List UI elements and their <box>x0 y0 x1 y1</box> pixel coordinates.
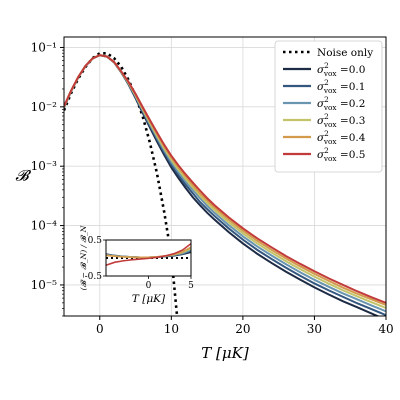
plot-frame <box>63 36 387 317</box>
inset-x-tick-label: 5 <box>188 281 194 291</box>
inset-y-tick-label: -0.5 <box>85 272 103 282</box>
y-tick-label: 10⁻¹ <box>31 40 57 54</box>
x-axis-title: T [μK] <box>201 344 249 362</box>
inset-series-line <box>105 246 192 259</box>
inset-y-tick-label: 0.5 <box>88 236 103 246</box>
legend-label: σ2 vox =0.0 <box>317 61 365 78</box>
legend-box <box>274 40 383 173</box>
y-tick-label: 10⁻⁵ <box>31 278 58 292</box>
main-plot: 0 10 20 30 40 10⁻⁵ 10⁻⁴ 10⁻³ 10⁻² 10⁻¹ T [μK] 𝓑 <box>15 36 394 362</box>
x-tick-label: 30 <box>307 322 322 336</box>
legend-label: σ2 vox =0.2 <box>317 95 365 112</box>
x-tick-label: 40 <box>378 322 393 336</box>
legend-label: σ2 vox =0.1 <box>317 78 365 95</box>
inset-x-tick-label: 0 <box>146 281 152 291</box>
y-tick-label: 10⁻² <box>31 100 58 114</box>
legend-label: Noise only <box>317 47 373 59</box>
y-axis-title: 𝓑 <box>15 167 31 185</box>
inset-x-axis-title: T [μK] <box>132 293 166 305</box>
legend: Noise only σ2 vox =0.0σ2 vox =0.1σ2 vox =0.2… <box>274 40 383 173</box>
legend-label: σ2 vox =0.5 <box>317 146 365 163</box>
y-tick-label: 10⁻³ <box>31 159 58 173</box>
x-tick-label: 0 <box>96 322 104 336</box>
legend-label: σ2 vox =0.4 <box>317 129 366 146</box>
y-tick-label: 10⁻⁴ <box>31 219 58 233</box>
x-tick-label: 20 <box>235 322 250 336</box>
inset-plot: 0 5 0.5 -0.5 T [μK] (𝓑 − 𝓑_N) / 𝓑_N <box>79 225 194 305</box>
x-tick-label: 10 <box>164 322 179 336</box>
inset-series-line <box>105 242 192 266</box>
inset-y-axis-title: (𝓑 − 𝓑_N) / 𝓑_N <box>79 225 88 290</box>
legend-label: σ2 vox =0.3 <box>317 112 365 129</box>
series-line <box>64 54 386 304</box>
